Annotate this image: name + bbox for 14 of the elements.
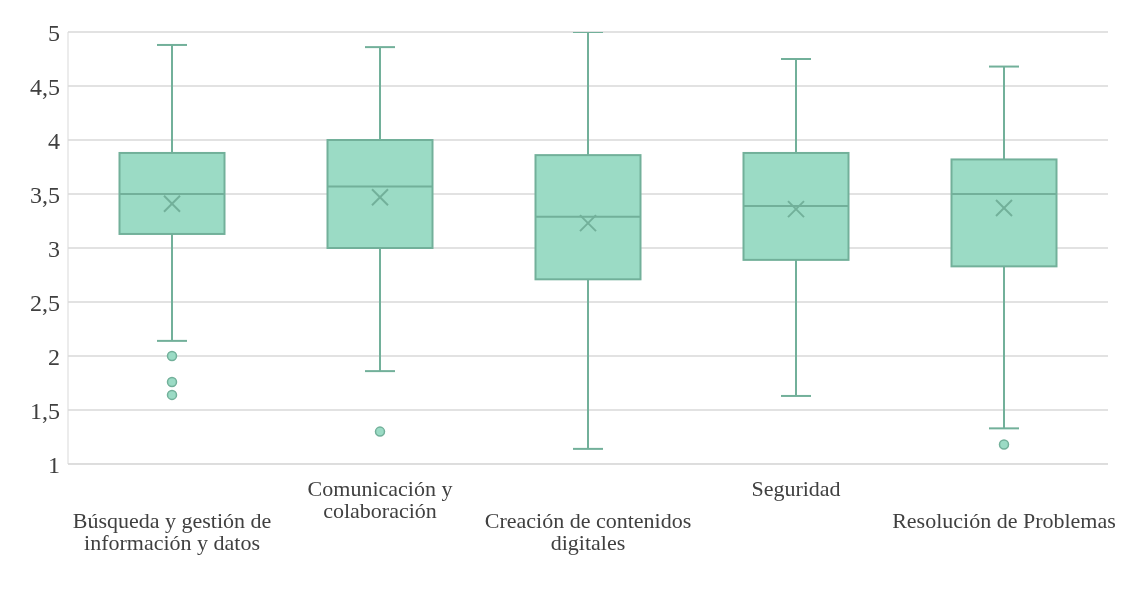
y-tick-label: 2,5 (30, 289, 60, 316)
y-tick-label: 1 (48, 451, 60, 478)
x-tick-label: Seguridad (751, 475, 841, 501)
y-tick-label: 3,5 (30, 181, 60, 208)
x-tick-label: Resolución de Problemas (892, 507, 1116, 533)
y-tick-label: 4 (48, 127, 60, 154)
x-tick-label: Comunicación y colaboración (307, 475, 453, 523)
x-tick-label: Creación de contenidos digitales (484, 507, 692, 555)
y-tick-label: 5 (48, 19, 60, 46)
y-tick-label: 1,5 (30, 397, 60, 424)
y-tick-label: 3 (48, 235, 60, 262)
y-tick-label: 4,5 (30, 73, 60, 100)
y-tick-label: 2 (48, 343, 60, 370)
x-tick-label: Búsqueda y gestión de información y datos (72, 507, 272, 555)
